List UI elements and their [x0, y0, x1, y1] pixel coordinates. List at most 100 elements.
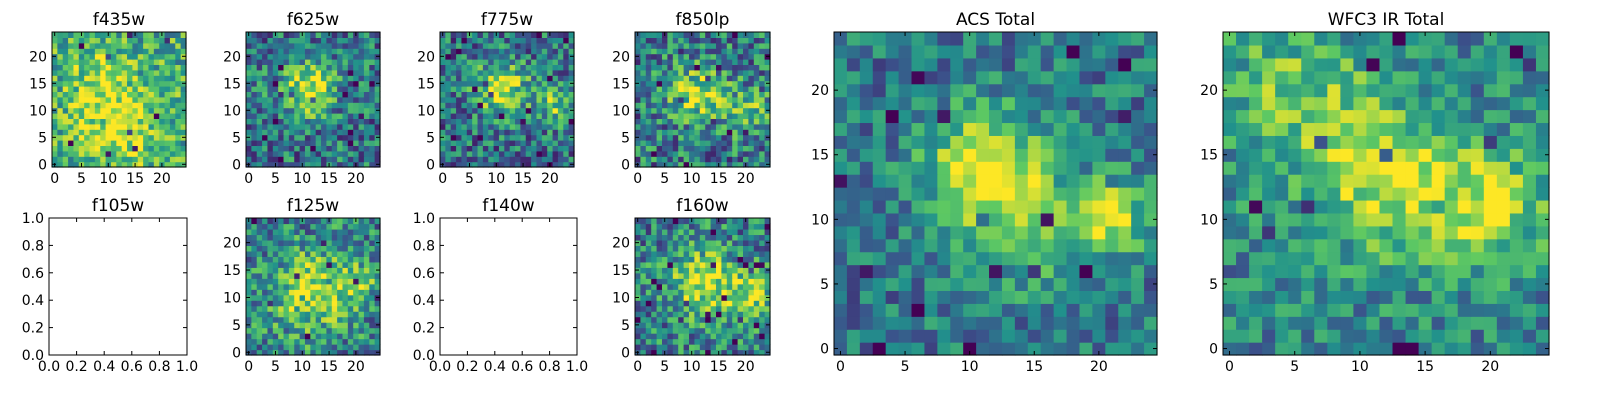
- heatmap-cell: [294, 250, 301, 257]
- heatmap-cell: [721, 86, 728, 92]
- heatmap-cell: [1144, 264, 1158, 279]
- heatmap-cell: [1314, 199, 1328, 214]
- heatmap-cell: [353, 283, 360, 290]
- heatmap-cell: [1066, 303, 1081, 317]
- heatmap-cell: [557, 75, 564, 82]
- heatmap-cell: [272, 86, 279, 92]
- heatmap-cell: [299, 228, 306, 236]
- heatmap-cell: [315, 129, 322, 136]
- heatmap-cell: [1366, 212, 1381, 227]
- heatmap-cell: [251, 161, 258, 168]
- heatmap-cell: [262, 32, 269, 38]
- heatmap-cell: [1092, 44, 1106, 59]
- x-tick-label: 10: [683, 171, 701, 187]
- heatmap-cell: [294, 267, 301, 274]
- heatmap-cell: [743, 305, 749, 312]
- heatmap-cell: [732, 96, 739, 103]
- heatmap-cell: [531, 59, 538, 65]
- heatmap-cell: [732, 333, 739, 340]
- heatmap-cell: [1392, 316, 1407, 330]
- heatmap-cell: [498, 140, 505, 146]
- heatmap-cell: [1053, 342, 1068, 356]
- heatmap-cell: [299, 333, 306, 340]
- heatmap-cell: [110, 134, 117, 141]
- heatmap-cell: [1040, 329, 1055, 343]
- heatmap-cell: [520, 75, 527, 82]
- heatmap-cell: [262, 91, 269, 98]
- heatmap-cell: [721, 311, 728, 318]
- heatmap-cell: [267, 327, 274, 334]
- heatmap-cell: [716, 316, 722, 323]
- heatmap-cell: [288, 42, 295, 49]
- heatmap-cell: [699, 256, 706, 263]
- heatmap-cell: [656, 300, 663, 307]
- heatmap-cell: [461, 102, 468, 109]
- heatmap-cell: [859, 329, 874, 343]
- panel-title: f625w: [287, 10, 339, 30]
- heatmap-cell: [272, 250, 279, 257]
- heatmap-cell: [456, 102, 463, 109]
- heatmap-cell: [246, 283, 252, 290]
- heatmap-cell: [1027, 225, 1042, 240]
- heatmap-cell: [148, 140, 155, 146]
- heatmap-cell: [872, 316, 887, 330]
- heatmap-cell: [180, 75, 187, 82]
- heatmap-cell: [656, 327, 663, 334]
- heatmap-cell: [710, 69, 717, 76]
- heatmap-cell: [169, 64, 176, 71]
- heatmap-cell: [1301, 277, 1315, 291]
- heatmap-cell: [1027, 57, 1042, 72]
- heatmap-cell: [283, 305, 290, 312]
- heatmap-cell: [1262, 251, 1276, 266]
- heatmap-cell: [1509, 303, 1524, 317]
- heatmap-cell: [342, 294, 349, 301]
- heatmap-cell: [898, 303, 913, 317]
- heatmap-cell: [705, 239, 712, 246]
- heatmap-cell: [267, 283, 274, 290]
- heatmap-cell: [541, 75, 548, 82]
- heatmap-cell: [531, 75, 538, 82]
- y-tick-label: 0: [820, 342, 829, 358]
- heatmap-cell: [256, 327, 263, 334]
- heatmap-cell: [716, 272, 722, 279]
- heatmap-cell: [267, 113, 274, 119]
- heatmap-cell: [699, 161, 706, 168]
- heatmap-cell: [310, 278, 317, 285]
- heatmap-cell: [743, 113, 749, 119]
- heatmap-cell: [716, 150, 722, 157]
- heatmap-cell: [159, 150, 166, 157]
- heatmap-cell: [94, 69, 101, 76]
- heatmap-cell: [640, 86, 647, 92]
- heatmap-cell: [509, 42, 516, 49]
- heatmap-cell: [759, 64, 766, 71]
- heatmap-cell: [699, 80, 706, 87]
- heatmap-cell: [662, 134, 668, 141]
- heatmap-cell: [515, 150, 521, 157]
- heatmap-cell: [1053, 44, 1068, 59]
- heatmap-cell: [656, 118, 663, 125]
- heatmap-cell: [1131, 225, 1145, 240]
- heatmap-cell: [62, 150, 69, 157]
- heatmap-cell: [1066, 290, 1081, 304]
- heatmap-cell: [488, 69, 495, 76]
- heatmap-cell: [175, 150, 182, 157]
- heatmap-cell: [683, 102, 690, 109]
- heatmap-cell: [859, 44, 874, 59]
- heatmap-cell: [110, 48, 117, 55]
- heatmap-cell: [662, 86, 668, 92]
- heatmap-cell: [662, 333, 668, 340]
- heatmap-cell: [721, 349, 728, 356]
- heatmap-cell: [137, 134, 144, 141]
- heatmap-cell: [710, 91, 717, 98]
- heatmap-cell: [445, 107, 452, 114]
- heatmap-cell: [105, 140, 112, 146]
- heatmap-cell: [1249, 238, 1263, 253]
- heatmap-cell: [547, 145, 554, 152]
- heatmap-cell: [267, 278, 274, 285]
- heatmap-cell: [278, 322, 285, 329]
- heatmap-cell: [1483, 212, 1498, 227]
- heatmap-cell: [1366, 199, 1381, 214]
- heatmap-cell: [363, 349, 370, 356]
- heatmap-cell: [369, 311, 376, 318]
- heatmap-cell: [1014, 199, 1029, 214]
